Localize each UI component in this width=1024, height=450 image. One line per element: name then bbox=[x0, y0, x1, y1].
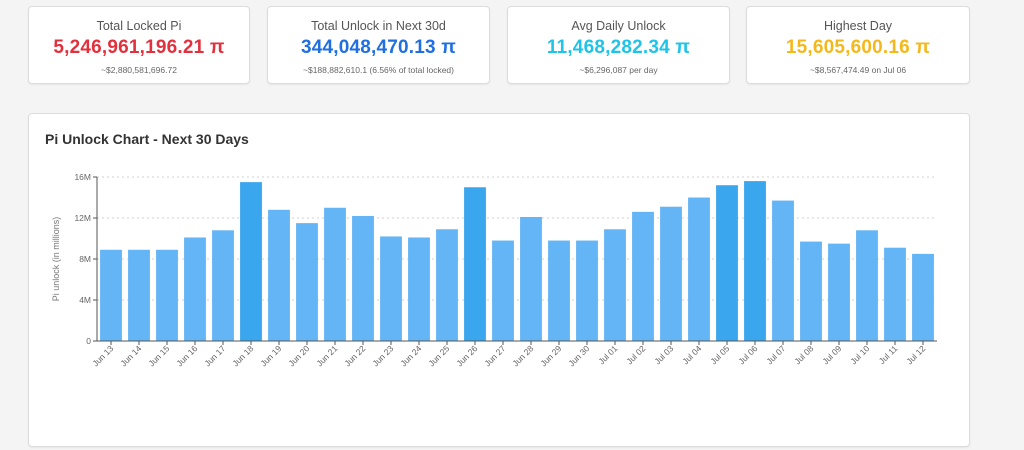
bar bbox=[800, 241, 822, 341]
x-tick-label: Jul 06 bbox=[736, 343, 759, 366]
card-subtext: ~$8,567,474.49 on Jul 06 bbox=[809, 65, 907, 75]
card-subtext: ~$6,296,087 per day bbox=[579, 65, 658, 75]
bar bbox=[408, 237, 430, 341]
x-tick-label: Jul 07 bbox=[764, 343, 787, 366]
chart-title: Pi Unlock Chart - Next 30 Days bbox=[45, 131, 249, 147]
bar bbox=[296, 223, 318, 341]
bar bbox=[632, 211, 654, 341]
bar bbox=[436, 229, 458, 341]
x-tick-label: Jun 19 bbox=[258, 343, 283, 368]
bar bbox=[716, 185, 738, 341]
bar bbox=[324, 207, 346, 341]
card-value: 11,468,282.34 π bbox=[546, 37, 691, 58]
x-tick-label: Jun 22 bbox=[342, 343, 367, 368]
bar bbox=[548, 240, 570, 341]
bar bbox=[912, 253, 934, 341]
x-tick-label: Jun 28 bbox=[510, 343, 535, 368]
y-tick-label: 16M bbox=[74, 172, 91, 182]
bar bbox=[520, 216, 542, 341]
x-tick-label: Jun 16 bbox=[174, 343, 199, 368]
card-title: Total Locked Pi bbox=[96, 19, 182, 33]
stat-card-avg-daily: Avg Daily Unlock 11,468,282.34 π ~$6,296… bbox=[507, 6, 730, 84]
card-value: 15,605,600.16 π bbox=[785, 37, 931, 58]
stat-card-unlock-30d: Total Unlock in Next 30d 344,048,470.13 … bbox=[267, 6, 490, 84]
x-tick-label: Jul 10 bbox=[848, 343, 871, 366]
x-tick-label: Jun 20 bbox=[286, 343, 311, 368]
x-tick-label: Jun 18 bbox=[230, 343, 255, 368]
bar bbox=[492, 240, 514, 341]
card-title: Avg Daily Unlock bbox=[571, 19, 666, 33]
x-tick-label: Jun 15 bbox=[146, 343, 171, 368]
unlock-chart-panel: Pi Unlock Chart - Next 30 Days 0 4M 8M 12M 1… bbox=[28, 113, 970, 447]
bar bbox=[156, 249, 178, 341]
x-tick-label: Jun 29 bbox=[538, 343, 563, 368]
x-tick-label: Jul 05 bbox=[708, 343, 731, 366]
bar bbox=[744, 181, 766, 341]
bar bbox=[240, 182, 262, 341]
y-tick-label: 4M bbox=[79, 295, 91, 305]
bar bbox=[184, 237, 206, 341]
y-tick-label: 12M bbox=[74, 213, 91, 223]
x-tick-label: Jul 03 bbox=[652, 343, 675, 366]
card-value: 344,048,470.13 π bbox=[300, 37, 457, 58]
bar bbox=[828, 243, 850, 341]
bar bbox=[352, 215, 374, 341]
x-tick-label: Jul 11 bbox=[877, 343, 900, 366]
x-tick-label: Jul 01 bbox=[596, 343, 619, 366]
x-tick-label: Jun 27 bbox=[482, 343, 507, 368]
bar bbox=[856, 230, 878, 341]
card-title: Highest Day bbox=[823, 19, 893, 33]
bar bbox=[464, 187, 486, 341]
x-tick-label: Jun 26 bbox=[454, 343, 479, 368]
bar bbox=[772, 200, 794, 341]
bar bbox=[884, 247, 906, 341]
x-tick-label: Jul 02 bbox=[624, 343, 647, 366]
y-tick-label: 8M bbox=[79, 254, 91, 264]
x-tick-label: Jun 14 bbox=[118, 343, 143, 368]
bar bbox=[604, 229, 626, 341]
x-tick-label: Jun 17 bbox=[202, 343, 227, 368]
x-tick-label: Jun 24 bbox=[398, 343, 423, 368]
x-tick-label: Jun 13 bbox=[90, 343, 115, 368]
bar bbox=[576, 240, 598, 341]
x-tick-label: Jul 08 bbox=[792, 343, 815, 366]
bar bbox=[380, 236, 402, 341]
card-subtext: ~$2,880,581,696.72 bbox=[101, 65, 177, 75]
x-tick-label: Jun 25 bbox=[426, 343, 451, 368]
x-tick-label: Jun 21 bbox=[314, 343, 339, 368]
card-title: Total Unlock in Next 30d bbox=[311, 19, 446, 33]
bar bbox=[128, 249, 150, 341]
x-tick-label: Jul 12 bbox=[904, 343, 927, 366]
card-value: 5,246,961,196.21 π bbox=[53, 37, 225, 58]
x-tick-label: Jun 30 bbox=[566, 343, 591, 368]
stat-card-total-locked: Total Locked Pi 5,246,961,196.21 π ~$2,8… bbox=[28, 6, 250, 84]
bar bbox=[688, 197, 710, 341]
bar bbox=[212, 230, 234, 341]
x-tick-label: Jun 23 bbox=[370, 343, 395, 368]
card-subtext: ~$188,882,610.1 (6.56% of total locked) bbox=[303, 65, 454, 75]
stat-card-highest-day: Highest Day 15,605,600.16 π ~$8,567,474.… bbox=[746, 6, 970, 84]
y-axis-label: Pi unlock (in millions) bbox=[51, 217, 61, 302]
x-tick-label: Jul 04 bbox=[680, 343, 703, 366]
bar bbox=[100, 249, 122, 341]
x-tick-label: Jul 09 bbox=[820, 343, 843, 366]
bar bbox=[660, 206, 682, 341]
y-tick-label: 0 bbox=[86, 336, 91, 346]
bar bbox=[268, 209, 290, 341]
